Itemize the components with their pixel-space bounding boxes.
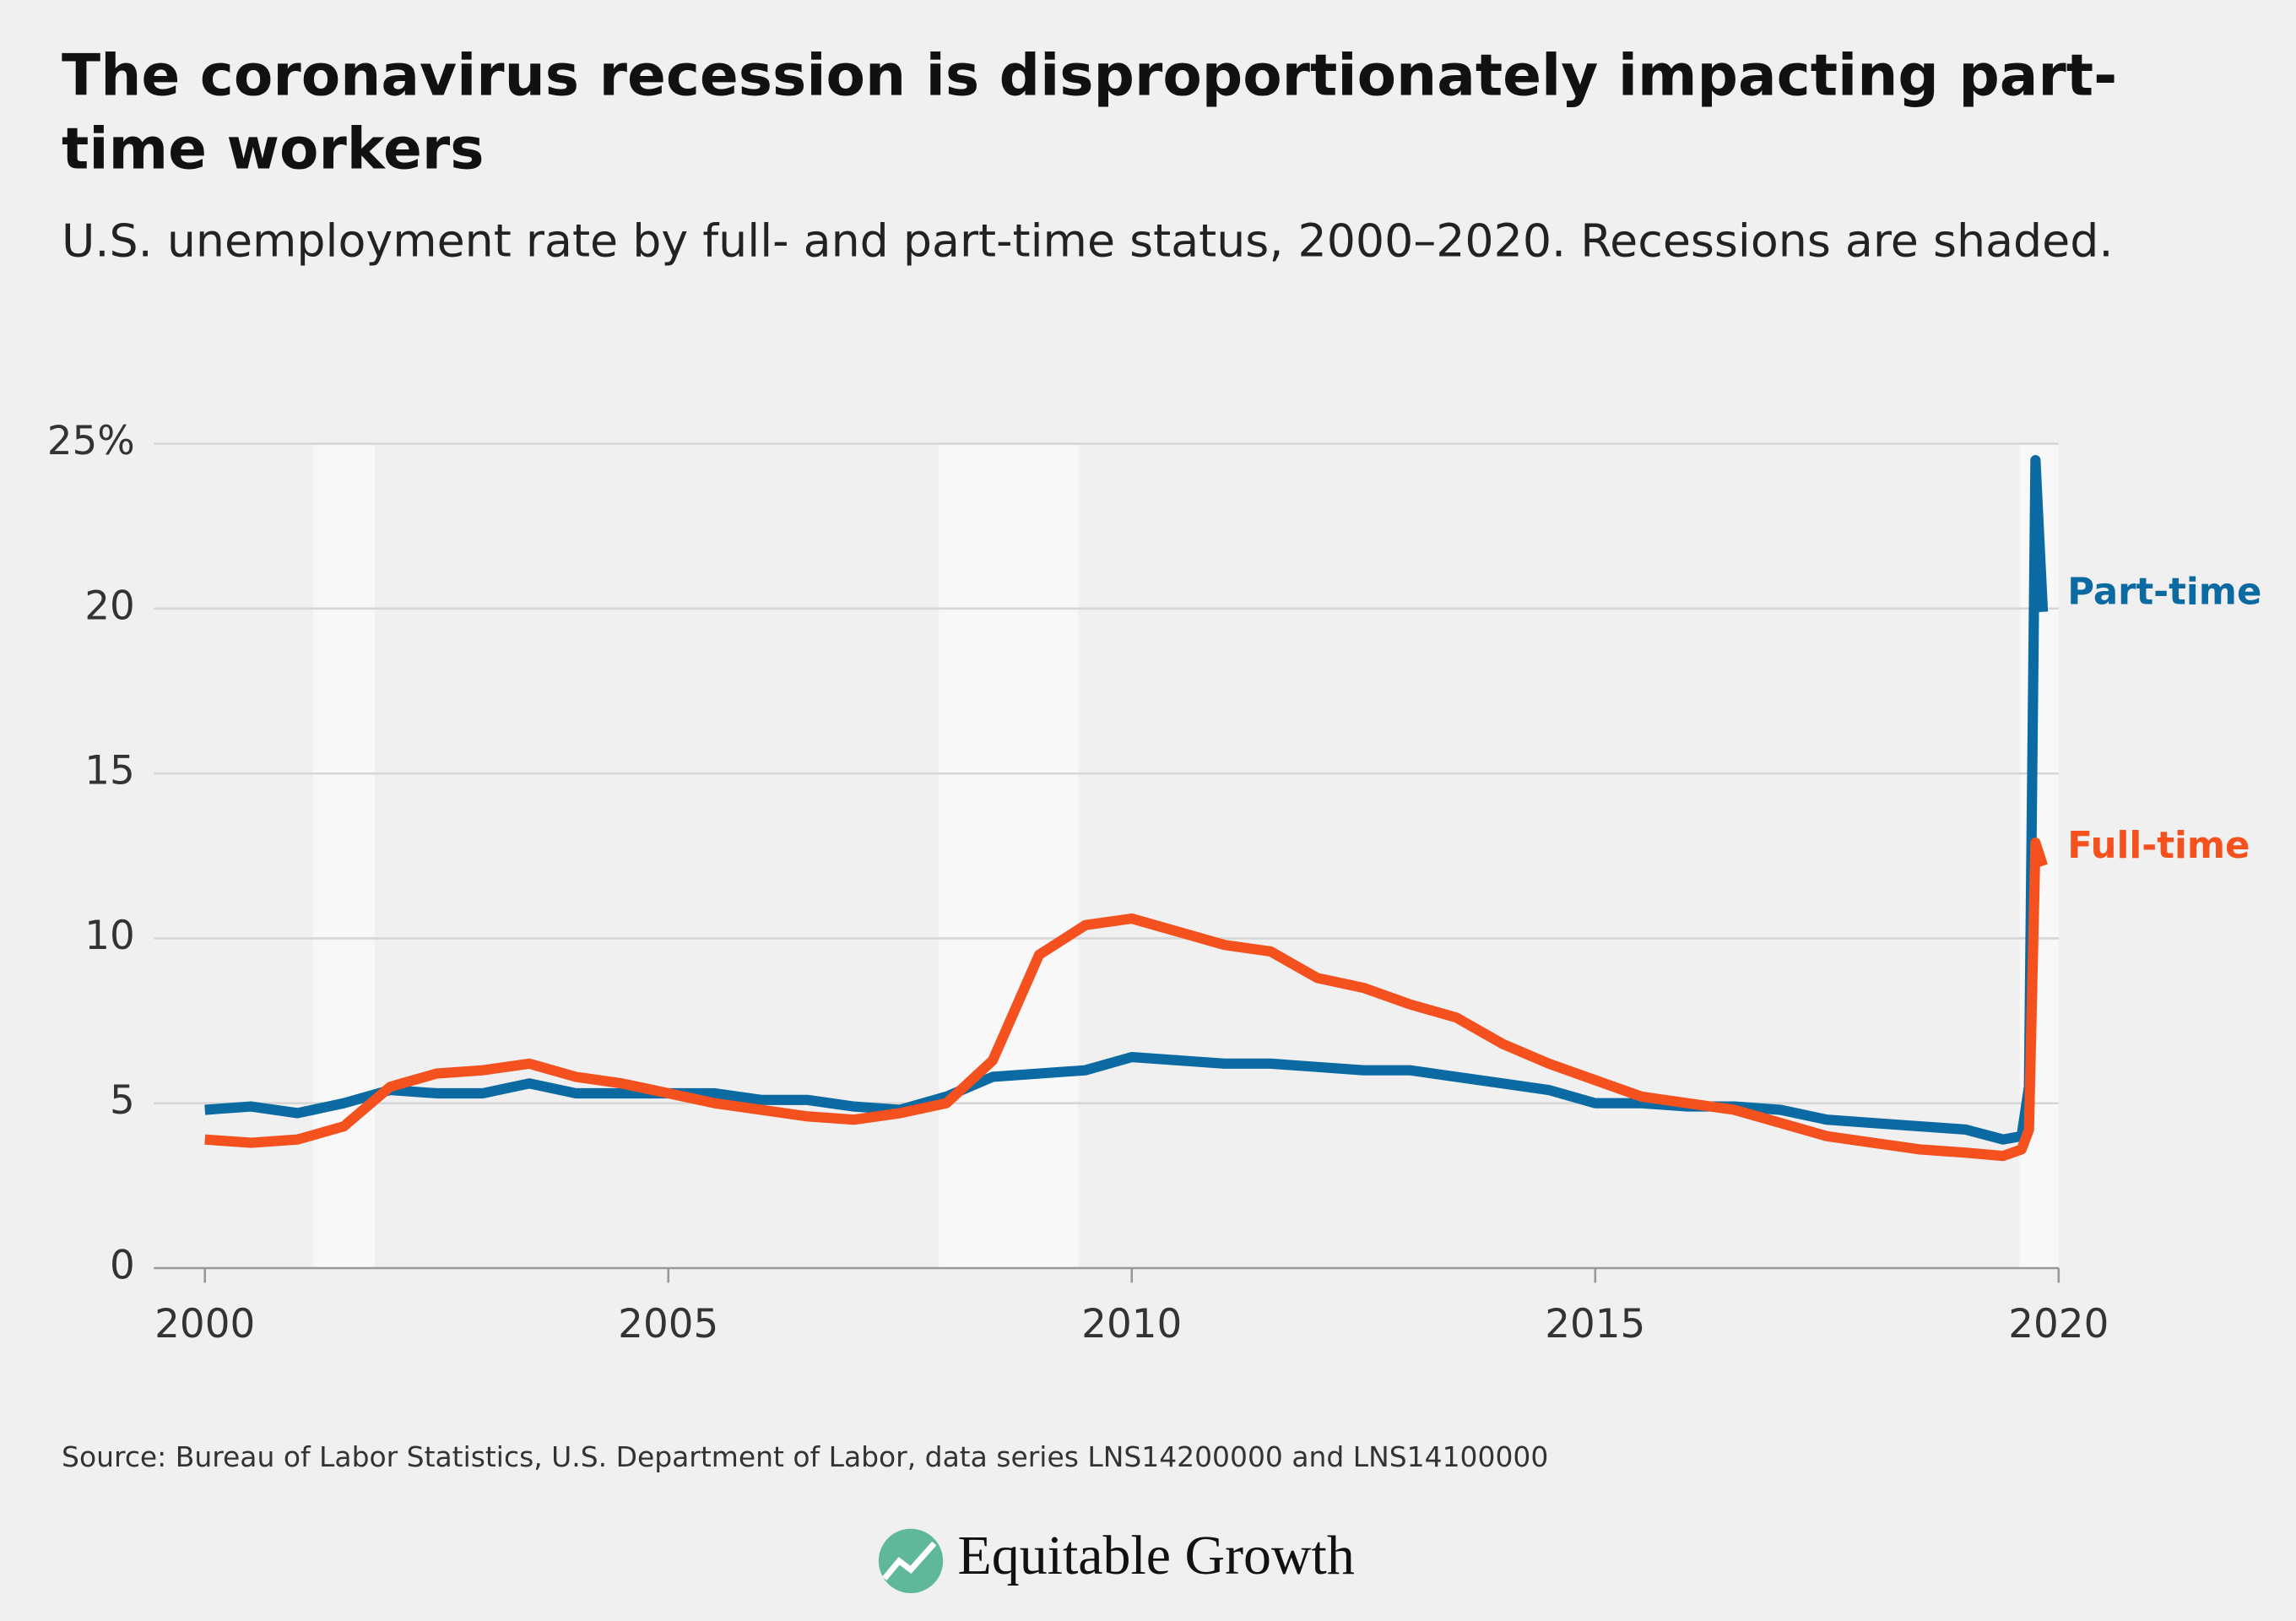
series-label: Part-time: [2067, 571, 2261, 613]
y-tick-label: 25%: [47, 419, 135, 464]
recession-band: [939, 443, 1079, 1269]
x-tick-label: 2015: [1545, 1302, 1645, 1347]
recession-band: [313, 443, 375, 1269]
subtitle-box: U.S. unemployment rate by full- and part…: [62, 214, 2114, 268]
x-tick-label: 2020: [2008, 1302, 2109, 1347]
y-tick-label: 0: [110, 1244, 135, 1289]
series-line: [204, 454, 2049, 1145]
brand-logo: [878, 1528, 944, 1594]
y-tick-label: 15: [84, 749, 135, 794]
y-tick-label: 20: [84, 583, 135, 629]
x-tick-label: 2000: [154, 1302, 255, 1347]
brand-name: Equitable Growth: [958, 1525, 1355, 1586]
y-tick-label: 10: [84, 914, 135, 959]
series-line: [204, 838, 2048, 1162]
chart-subtitle: U.S. unemployment rate by full- and part…: [62, 214, 2114, 268]
source-note: Source: Bureau of Labor Statistics, U.S.…: [62, 1440, 1548, 1473]
x-tick-label: 2005: [618, 1302, 718, 1347]
y-tick-label: 5: [110, 1078, 135, 1124]
brand-logo-line: [882, 1541, 937, 1580]
series-label: Full-time: [2067, 825, 2250, 867]
chart-title: The coronavirus recession is disproporti…: [62, 44, 2118, 183]
x-tick-label: 2010: [1081, 1302, 1182, 1347]
title-box: The coronavirus recession is disproporti…: [62, 44, 2118, 183]
